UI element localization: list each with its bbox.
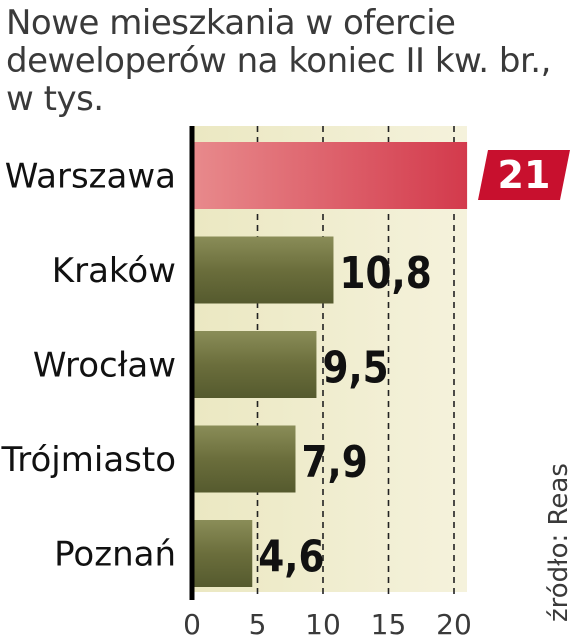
value-label-4: 4,6 [258, 531, 324, 583]
chart-title-line-2: deweloperów na koniec II kw. br., [6, 41, 551, 81]
x-tick-label-0: 0 [183, 608, 201, 640]
source-note: źródło: Reas [544, 463, 574, 622]
value-label-3: 7,9 [301, 436, 367, 488]
value-label-1: 10,8 [339, 247, 431, 299]
x-tick-label-15: 15 [371, 608, 407, 640]
bar-0 [192, 142, 468, 209]
category-label-2: Wrocław [33, 346, 176, 386]
x-tick-label-10: 10 [305, 608, 341, 640]
x-tick-label-5: 5 [249, 608, 267, 640]
bar-3 [192, 425, 296, 493]
bar-1 [192, 236, 334, 304]
category-label-0: Warszawa [5, 157, 176, 197]
category-label-1: Kraków [52, 251, 176, 291]
bar-2 [192, 331, 317, 398]
value-label-0: 21 [498, 153, 551, 197]
x-tick-label-20: 20 [436, 608, 472, 640]
category-label-4: Poznań [54, 535, 176, 575]
chart-title-line-3: w tys. [6, 79, 104, 119]
chart-title: Nowe mieszkania w ofercie deweloperów na… [6, 4, 566, 118]
value-label-2: 9,5 [322, 342, 388, 394]
bar-4 [192, 520, 253, 587]
category-label-3: Trójmiasto [1, 440, 177, 480]
chart-title-line-1: Nowe mieszkania w ofercie [6, 3, 456, 43]
value-badge [478, 150, 570, 200]
